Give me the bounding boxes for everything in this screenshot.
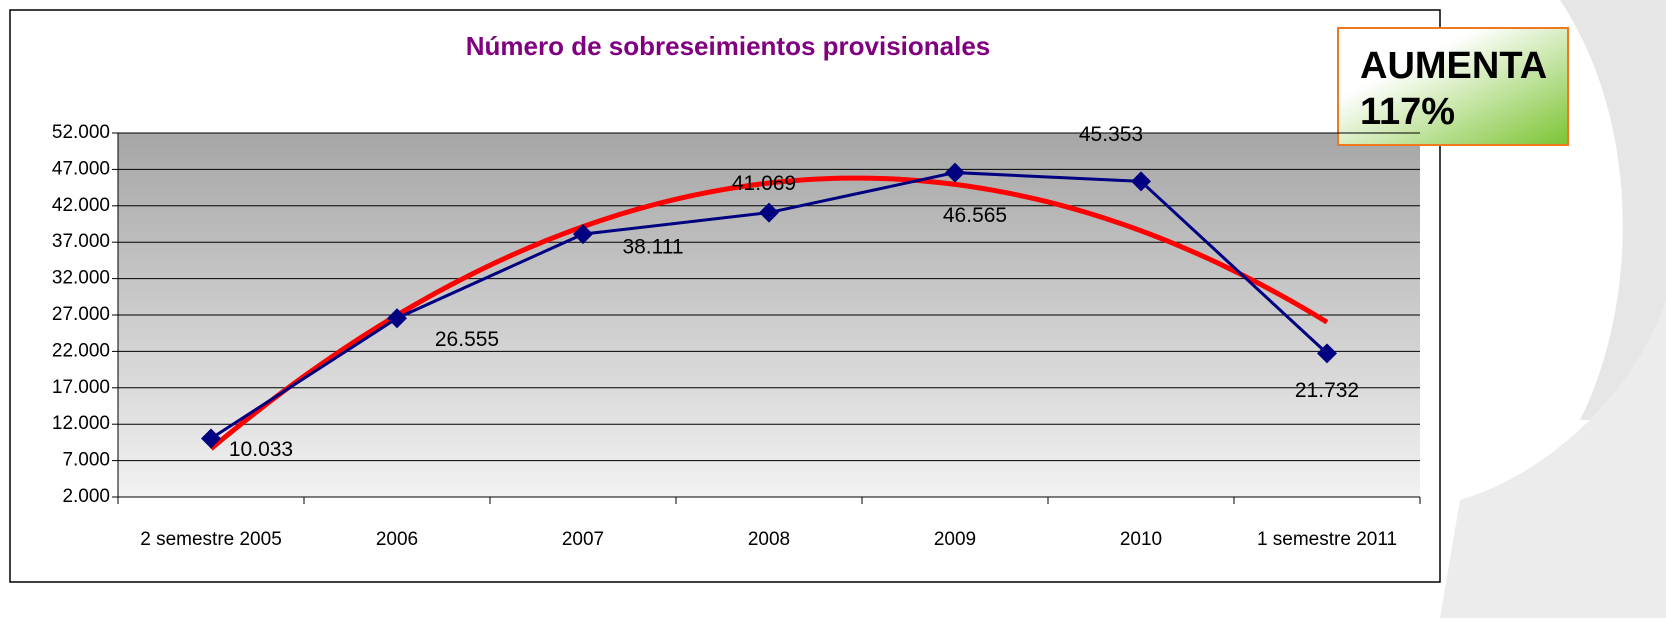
- x-tick-label: 1 semestre 2011: [1257, 529, 1397, 550]
- y-tick-label: 37.000: [52, 231, 110, 252]
- y-tick-label: 32.000: [52, 268, 110, 289]
- x-tick-label: 2 semestre 2005: [140, 529, 282, 550]
- chart-title: Número de sobreseimientos provisionales: [466, 31, 991, 61]
- marker: [387, 308, 407, 329]
- annotation-box: [1337, 27, 1569, 146]
- data-label: 10.033: [229, 438, 293, 461]
- x-tick-label: 2009: [934, 529, 976, 550]
- annotation: AUMENTA: [1360, 45, 1547, 87]
- y-tick-label: 12.000: [52, 413, 110, 434]
- data-label: 38.111: [622, 236, 683, 259]
- x-tick-label: 2007: [562, 529, 604, 550]
- annotation: 117%: [1360, 91, 1455, 133]
- y-tick-label: 27.000: [52, 304, 110, 325]
- decor: [1440, 300, 1666, 618]
- data-label: 46.565: [943, 204, 1007, 227]
- decor: [1560, 0, 1666, 420]
- y-tick-label: 2.000: [62, 486, 110, 507]
- data-label: 26.555: [435, 328, 499, 351]
- data-label: 21.732: [1295, 379, 1359, 402]
- marker: [201, 428, 221, 449]
- marker: [1317, 343, 1337, 364]
- y-tick-label: 17.000: [52, 377, 110, 398]
- y-tick-label: 7.000: [62, 450, 110, 471]
- data-label: 45.353: [1079, 123, 1143, 146]
- x-tick-label: 2010: [1120, 529, 1162, 550]
- marker: [573, 224, 593, 245]
- marker: [945, 162, 965, 183]
- y-tick-label: 52.000: [52, 122, 110, 143]
- x-tick-label: 2008: [748, 529, 790, 550]
- y-tick-label: 22.000: [52, 340, 110, 361]
- marker: [759, 202, 779, 223]
- x-tick-label: 2006: [376, 529, 418, 550]
- y-tick-label: 42.000: [52, 195, 110, 216]
- marker: [1131, 171, 1151, 192]
- data-label: 41.069: [732, 172, 796, 195]
- y-tick-label: 47.000: [52, 158, 110, 179]
